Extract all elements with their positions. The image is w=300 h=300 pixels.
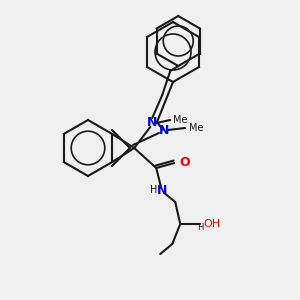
Text: Me: Me xyxy=(189,123,203,133)
Text: H: H xyxy=(197,224,204,232)
Text: OH: OH xyxy=(203,219,220,229)
Text: N: N xyxy=(157,184,167,196)
Text: N: N xyxy=(159,124,169,136)
Text: O: O xyxy=(179,157,190,169)
Text: N: N xyxy=(147,116,158,128)
Text: H: H xyxy=(150,185,157,195)
Text: Me: Me xyxy=(173,115,188,125)
